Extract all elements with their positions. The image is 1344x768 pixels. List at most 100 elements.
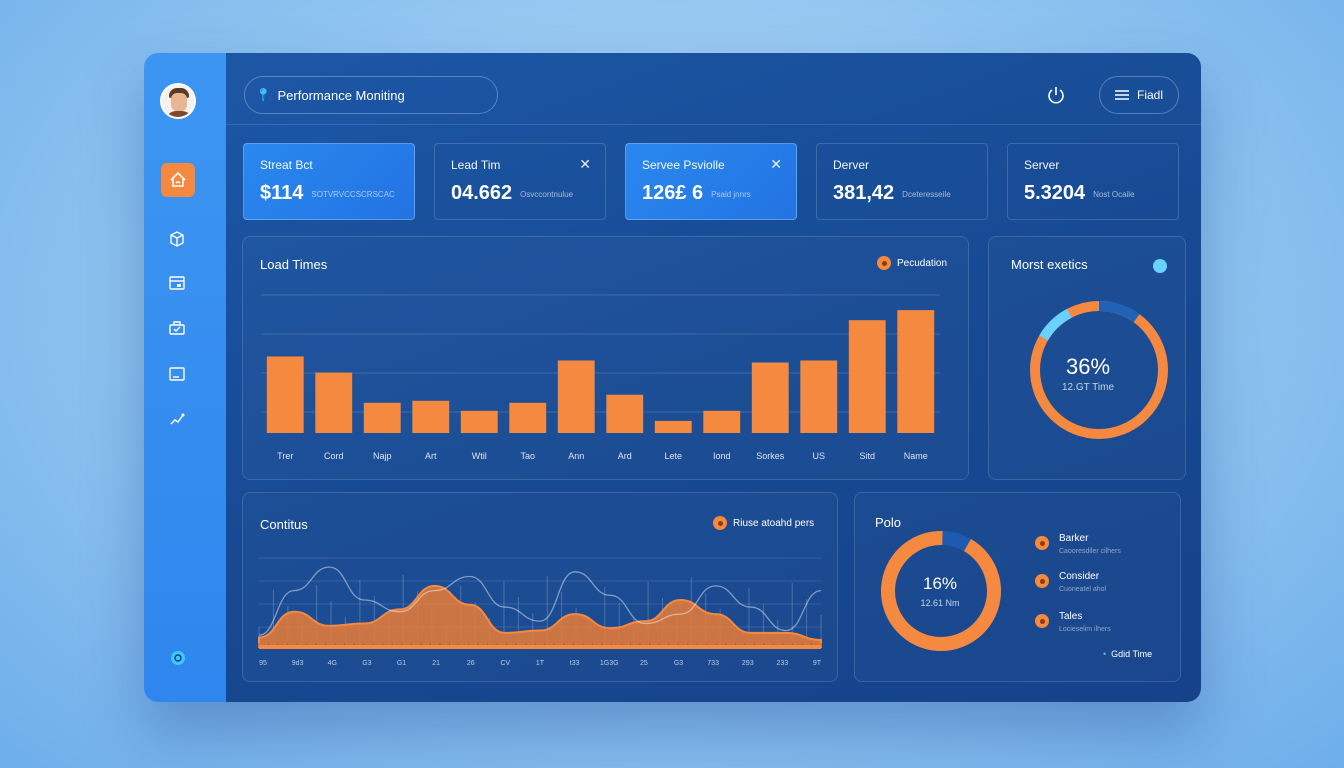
load-times-panel: Load Times Pecudation Trer Cord Najp Art Wti… [242, 236, 969, 480]
legend-item[interactable]: Barker Caooresdiler cilhers [1035, 533, 1121, 555]
close-icon[interactable]: ✕ [579, 156, 591, 172]
search-input[interactable]: 📍︎ Performance Moniting [244, 76, 498, 114]
legend-item[interactable]: Consider Cuoneatel ahol [1035, 571, 1106, 593]
sidebar-item-reports[interactable] [166, 363, 188, 385]
trend-title: Contitus [260, 517, 308, 532]
avatar[interactable] [160, 83, 196, 119]
hamburger-icon [1114, 90, 1129, 100]
legend-item[interactable]: Tales Locieselim ilhers [1035, 611, 1111, 633]
metrics-percent: 36% [1065, 354, 1111, 379]
stat-value: $114 [260, 182, 304, 204]
stat-card[interactable]: Lead Tim 04.662 Osvccontnulue ✕ [434, 143, 606, 220]
metrics-sub: 12.GT Time [1061, 382, 1115, 393]
stat-label: Server [1024, 158, 1060, 172]
x-tick-label: 9T [813, 660, 822, 667]
bar[interactable] [557, 360, 595, 433]
stat-value: 04.662 [451, 182, 513, 204]
x-tick-label: Iond [713, 451, 731, 461]
polo-footer[interactable]: • Gdid Time [1103, 649, 1152, 659]
x-tick-label: Sorkes [756, 451, 785, 461]
trend-panel: Contitus Riuse atoahd pers 95 9d3 4G G3 G1 21… [242, 492, 838, 682]
stat-card[interactable]: Derver 381,42 Dceteresseile [816, 143, 988, 220]
x-tick-label: 1T [536, 660, 545, 667]
metrics-donut [1030, 301, 1168, 439]
polo-sub: 12.61 Nm [920, 598, 960, 608]
stat-label: Streat Bct [260, 158, 313, 172]
x-tick-label: 21 [432, 660, 440, 667]
bar[interactable] [412, 400, 450, 433]
legend-name: Consider [1059, 571, 1100, 582]
sidebar-item-tasks[interactable] [166, 317, 188, 339]
trend-legend-label: Riuse atoahd pers [733, 517, 815, 529]
bar[interactable] [266, 356, 304, 433]
x-tick-label: 233 [777, 660, 789, 667]
x-tick-label: Ard [618, 451, 632, 461]
legend-dot-icon [1035, 536, 1049, 550]
stat-card[interactable]: Streat Bct $114 SOTVRVCCSCRSCAC [243, 143, 415, 220]
bar[interactable] [363, 402, 401, 433]
legend-dot-icon [1035, 614, 1049, 628]
bar[interactable] [606, 394, 644, 433]
close-icon[interactable]: ✕ [770, 156, 782, 172]
metrics-panel: Morst exetics 36% 12.GT Time [988, 236, 1186, 480]
polo-title: Polo [875, 515, 902, 530]
bar[interactable] [751, 362, 789, 434]
stat-sub: Nost Ocaile [1093, 190, 1135, 200]
load-times-title: Load Times [260, 257, 328, 272]
stat-sub: Dceteresseile [902, 190, 951, 200]
sidebar [144, 53, 226, 702]
polo-donut [869, 519, 1014, 664]
stat-value: 126£ 6 [642, 182, 704, 204]
trend-legend[interactable]: Riuse atoahd pers [713, 516, 814, 530]
pin-icon: 📍︎ [255, 87, 272, 102]
metrics-title: Morst exetics [1011, 257, 1088, 272]
x-tick-label: 25 [640, 660, 648, 667]
stat-sub: SOTVRVCCSCRSCAC [311, 190, 395, 200]
load-times-legend[interactable]: Pecudation [877, 256, 947, 270]
menu-button[interactable]: Fiadl [1099, 76, 1179, 114]
window-icon [169, 276, 185, 290]
x-tick-label: Ann [568, 451, 584, 461]
main-content: 📍︎ Performance Moniting Fiadl Streat Bct… [226, 53, 1201, 702]
legend-sub: Caooresdiler cilhers [1059, 548, 1121, 555]
legend-sub: Locieselim ilhers [1059, 626, 1111, 633]
x-tick-label: Lete [664, 451, 682, 461]
legend-name: Barker [1059, 533, 1089, 544]
x-tick-label: 733 [707, 660, 719, 667]
search-label: Performance Moniting [277, 87, 405, 103]
x-tick-label: CV [501, 660, 511, 667]
x-tick-label: t33 [570, 660, 580, 667]
load-times-chart: Trer Cord Najp Art Wtil Tao Ann Ard Lete Iond Sork… [261, 294, 940, 461]
x-tick-label: G3 [674, 660, 683, 667]
donut-value-arc[interactable] [1030, 301, 1168, 439]
x-tick-label: 95 [259, 660, 267, 667]
stat-label: Servee Psviolle [642, 158, 725, 172]
bar[interactable] [703, 410, 741, 433]
bar[interactable] [315, 372, 353, 433]
stat-card[interactable]: Server 5.3204 Nost Ocaile [1007, 143, 1179, 220]
bar[interactable] [848, 320, 886, 433]
polo-percent: 16% [922, 574, 958, 593]
x-tick-label: Tao [520, 451, 535, 461]
stat-value: 5.3204 [1024, 182, 1086, 204]
sidebar-item-home[interactable] [161, 163, 195, 197]
bar[interactable] [800, 360, 838, 433]
status-dot-icon [1153, 259, 1167, 273]
sidebar-item-browser[interactable] [166, 272, 188, 294]
bar[interactable] [460, 410, 498, 433]
bar[interactable] [654, 420, 692, 433]
power-icon[interactable] [1046, 85, 1066, 105]
x-tick-label: G3 [362, 660, 371, 667]
area-series[interactable] [258, 584, 822, 648]
sidebar-item-analytics[interactable] [166, 408, 188, 430]
polo-panel: Polo 16% 12.61 Nm Barker Caooresdiler cil… [854, 492, 1181, 682]
sidebar-item-database[interactable] [166, 228, 188, 250]
pin-icon: • [1103, 649, 1107, 659]
stat-card[interactable]: Servee Psviolle 126£ 6 Psaid jnnrs ✕ [625, 143, 797, 220]
donut-value-arc[interactable] [869, 519, 1014, 664]
overlay-series[interactable] [258, 566, 822, 636]
sidebar-item-settings[interactable] [171, 651, 185, 665]
x-tick-label: Art [425, 451, 437, 461]
bar[interactable] [897, 310, 935, 433]
bar[interactable] [509, 402, 547, 433]
